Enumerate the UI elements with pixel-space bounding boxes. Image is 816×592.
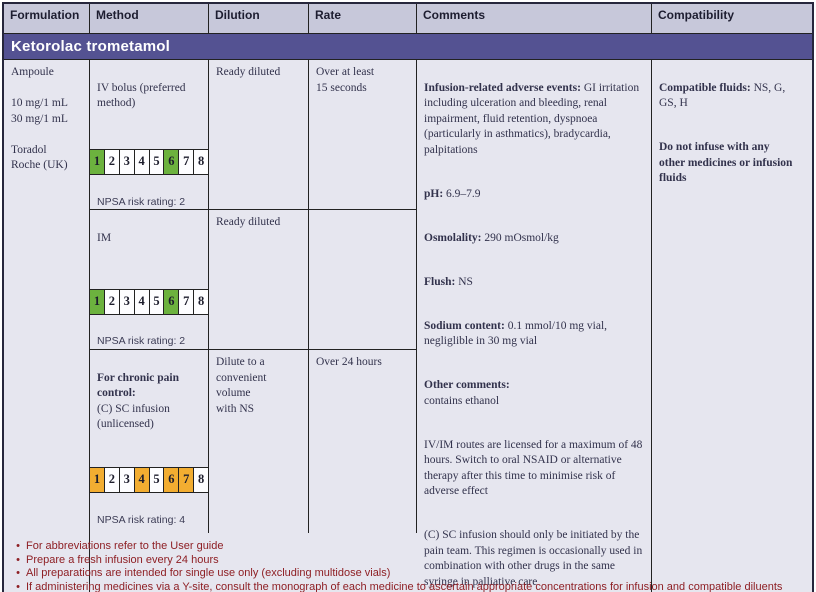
npsa-box-6: 6 <box>164 289 180 314</box>
footer-note: • If administering medicines via a Y-site… <box>10 581 810 592</box>
npsa-box-6: 6 <box>164 468 180 492</box>
comment-label: Osmolality: <box>424 231 482 244</box>
npsa-box-1: 1 <box>90 289 105 314</box>
rate-cell: Over at least 15 seconds <box>309 60 417 210</box>
npsa-box-2: 2 <box>104 289 120 314</box>
bullet-icon: • <box>16 540 20 552</box>
npsa-box-3: 3 <box>119 468 135 492</box>
npsa-box-3: 3 <box>119 150 135 174</box>
npsa-box-2: 2 <box>104 150 120 174</box>
footer-note: • Prepare a fresh infusion every 24 hours <box>10 554 810 568</box>
bullet-icon: • <box>16 580 20 592</box>
comment-paragraph: Other comments: contains ethanol <box>424 378 644 409</box>
npsa-box-5: 5 <box>149 150 165 174</box>
comment-text: 290 mOsmol/kg <box>481 231 559 244</box>
comment-text: GI irritation including ulceration and b… <box>424 81 640 156</box>
npsa-box-6: 6 <box>164 150 180 174</box>
compatibility-warning: Do not infuse with any other medicines o… <box>659 141 793 184</box>
column-header-compatibility: Compatibility <box>658 8 735 22</box>
rate-cell <box>309 210 417 350</box>
footer-note-text: Prepare a fresh infusion every 24 hours <box>26 553 219 566</box>
dilution-cell: Ready diluted <box>209 210 309 350</box>
method-text: For chronic pain control: (C) SC infusio… <box>90 366 208 438</box>
npsa-risk-rating-label: NPSA risk rating: 2 <box>97 335 186 347</box>
bullet-icon: • <box>16 567 20 579</box>
npsa-box-5: 5 <box>149 289 165 314</box>
footer-note: • All preparations are intended for singl… <box>10 567 810 581</box>
comment-paragraph: Sodium content: 0.1 mmol/10 mg vial, neg… <box>424 319 644 350</box>
comment-paragraph: Osmolality: 290 mOsmol/kg <box>424 231 644 247</box>
npsa-risk-rating-label: NPSA risk rating: 2 <box>97 195 186 208</box>
footer-note-text: If administering medicines via a Y-site,… <box>26 580 783 592</box>
comment-text: contains ethanol <box>424 394 500 407</box>
npsa-box-7: 7 <box>179 289 195 314</box>
comment-paragraph: pH: 6.9–7.9 <box>424 187 644 203</box>
comment-paragraph: IV/IM routes are licensed for a maximum … <box>424 438 644 500</box>
formulation-cell: Ampoule 10 mg/1 mL 30 mg/1 mL Toradol Ro… <box>4 60 90 592</box>
npsa-risk-rating-label: NPSA risk rating: 4 <box>97 513 186 526</box>
npsa-box-5: 5 <box>149 468 165 492</box>
comment-label: Infusion-related adverse events: <box>424 81 581 94</box>
comments-cell: Infusion-related adverse events: GI irri… <box>417 60 652 592</box>
method-text: IV bolus (preferred method) <box>97 81 186 110</box>
rate-cell: Over 24 hours <box>309 350 417 533</box>
column-header-rate: Rate <box>309 4 417 33</box>
footer-note-text: For abbreviations refer to the User guid… <box>26 540 224 552</box>
comment-label: Flush: <box>424 275 456 288</box>
method-cell-sc-infusion: For chronic pain control: (C) SC infusio… <box>90 350 209 533</box>
npsa-box-7: 7 <box>179 468 195 492</box>
compatibility-cell: Compatible fluids: NS, G, GS, H Do not i… <box>652 60 812 592</box>
npsa-box-3: 3 <box>119 289 135 314</box>
column-header-formulation: Formulation <box>4 4 90 33</box>
comment-text: NS <box>455 275 473 288</box>
comment-paragraph: (C) SC infusion should only be initiated… <box>424 528 644 590</box>
table-header-row: Formulation Method Dilution Rate Comment… <box>4 4 812 33</box>
column-header-method: Method <box>90 4 209 33</box>
npsa-box-2: 2 <box>104 468 120 492</box>
comment-text: 0.1 mmol/10 mg vial, negliglible in 30 m… <box>424 319 608 348</box>
comment-text: 6.9–7.9 <box>443 187 481 200</box>
dilution-cell: Ready diluted <box>209 60 309 210</box>
npsa-box-4: 4 <box>134 150 150 174</box>
compatibility-label: Compatible fluids: <box>659 81 751 94</box>
drug-title: Ketorolac trometamol <box>11 38 171 55</box>
footer-note-text: All preparations are intended for single… <box>26 567 391 579</box>
npsa-box-4: 4 <box>134 289 150 314</box>
npsa-box-7: 7 <box>179 150 195 174</box>
npsa-box-8: 8 <box>194 468 208 492</box>
footer-note: • For abbreviations refer to the User gui… <box>10 540 810 554</box>
column-header-comments: Comments <box>417 4 652 33</box>
npsa-box-4: 4 <box>134 468 150 492</box>
drug-title-banner: Ketorolac trometamol <box>4 33 812 60</box>
compatibility-paragraph: Compatible fluids: NS, G, GS, H <box>659 81 805 112</box>
comment-paragraph: Flush: NS <box>424 275 644 291</box>
comment-text: (C) SC infusion should only be initiated… <box>424 529 643 588</box>
npsa-box-8: 8 <box>194 289 208 314</box>
footer-notes: • For abbreviations refer to the User gui… <box>10 540 810 592</box>
table-body: Ampoule 10 mg/1 mL 30 mg/1 mL Toradol Ro… <box>4 60 812 592</box>
method-title: For chronic pain control: <box>97 371 179 400</box>
comment-label: Other comments: <box>424 379 510 391</box>
compatibility-text: NS, G, GS, H <box>659 81 786 110</box>
method-subtitle: (C) SC infusion (unlicensed) <box>97 402 170 431</box>
dilution-cell: Dilute to a convenient volume with NS <box>209 350 309 533</box>
bullet-icon: • <box>16 553 20 566</box>
npsa-box-1: 1 <box>90 150 105 174</box>
column-header-dilution: Dilution <box>209 4 309 33</box>
method-text: IM <box>97 231 112 244</box>
comment-label: pH: <box>424 187 444 200</box>
comment-label: Sodium content: <box>424 319 505 332</box>
npsa-box-1: 1 <box>90 468 105 492</box>
comment-paragraph: Infusion-related adverse events: GI irri… <box>424 81 644 159</box>
npsa-box-8: 8 <box>194 150 208 174</box>
comment-text: IV/IM routes are licensed for a maximum … <box>424 438 643 498</box>
